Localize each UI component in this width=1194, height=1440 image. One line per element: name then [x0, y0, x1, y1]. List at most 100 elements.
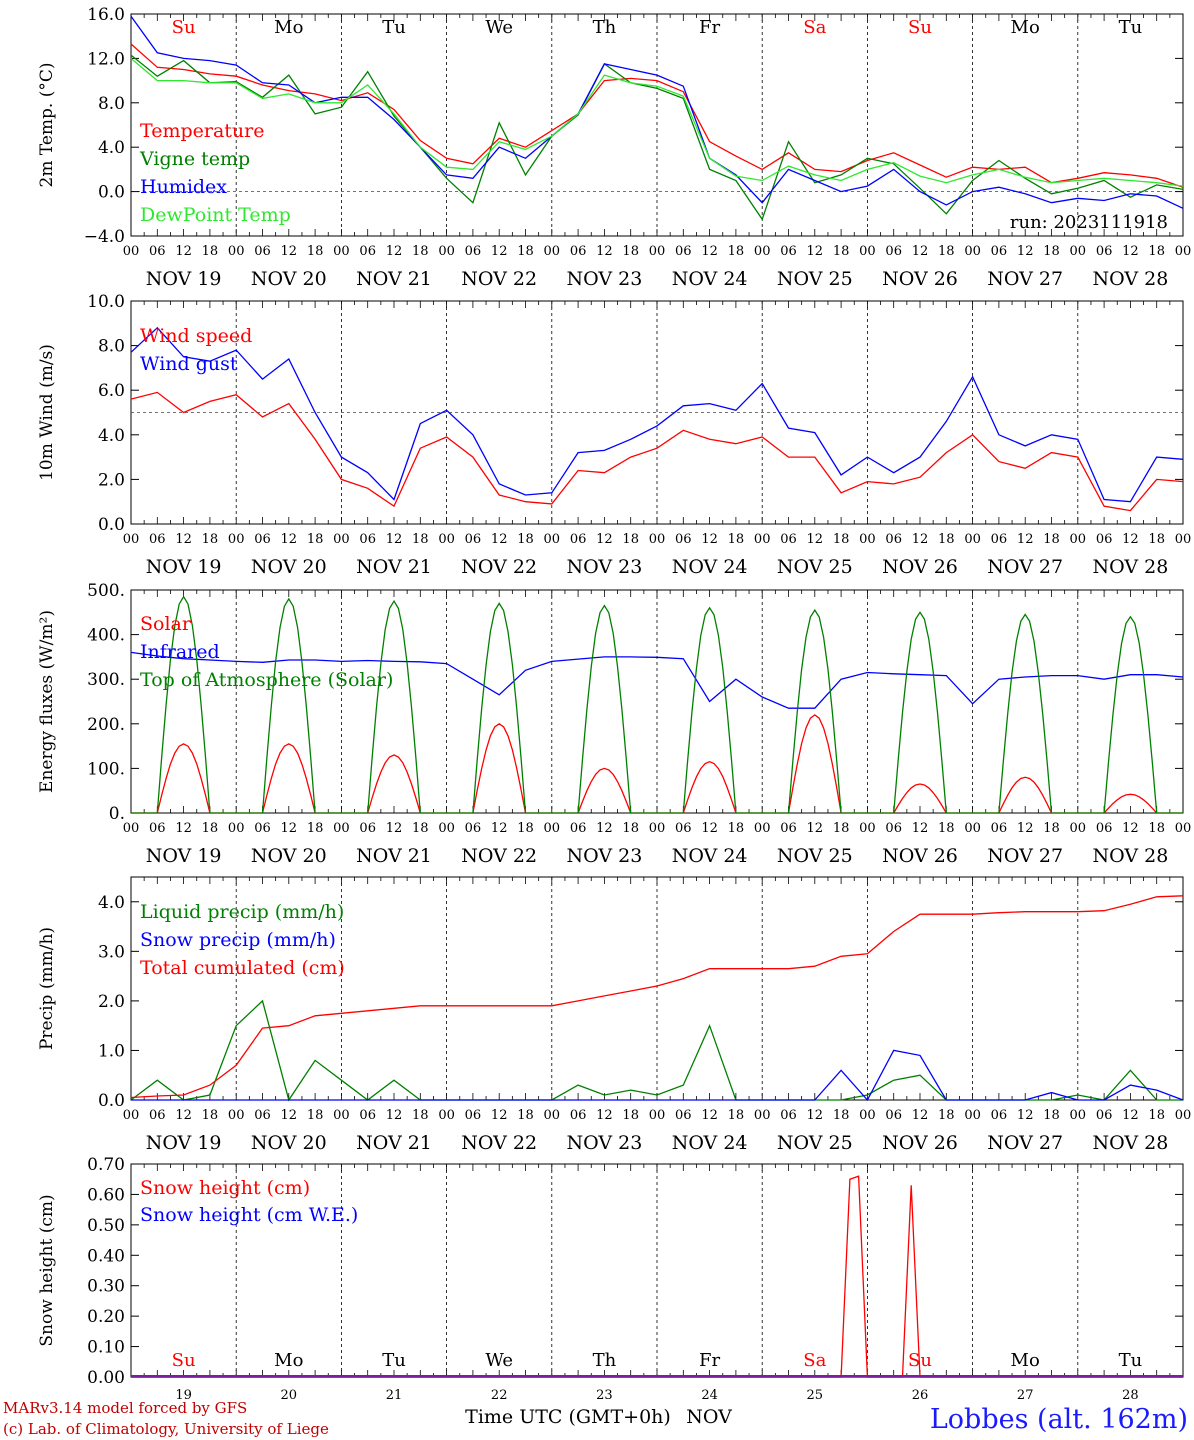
snow-day-number: 22 — [491, 1388, 508, 1403]
snow-day-number: 26 — [912, 1388, 929, 1403]
energy-legend-entry: Infrared — [140, 641, 220, 663]
weekday-label: Sa — [803, 17, 826, 38]
temp-hour-label: 18 — [307, 244, 324, 259]
temp-hour-label: 18 — [1043, 244, 1060, 259]
energy-hour-label: 06 — [675, 821, 692, 836]
temp-hour-label: 06 — [885, 244, 902, 259]
temp-series-humidex — [130, 15, 1184, 209]
precip-y-axis-label: Precip (mm/h) — [37, 927, 57, 1050]
precip-hour-label: 18 — [622, 1108, 639, 1123]
wind-hour-label: 12 — [175, 532, 192, 547]
snow-panel: 0.00 0.10 0.20 0.30 0.40 0.50 0.60 0.70 Snow hei… — [37, 1155, 1184, 1388]
wind-series-wind-gust — [130, 326, 1184, 503]
snow-y-tick-label: 0.60 — [87, 1185, 125, 1205]
energy-hour-label: 00 — [228, 821, 245, 836]
energy-hour-label: 18 — [938, 821, 955, 836]
energy-hour-label: 12 — [491, 821, 508, 836]
temp-date-label: NOV 22 — [461, 268, 537, 290]
precip-date-label: NOV 28 — [1092, 1132, 1168, 1154]
precip-y-tick-label: 0.0 — [98, 1091, 125, 1111]
wind-date-label: NOV 24 — [672, 556, 748, 578]
snow-day-number: 23 — [596, 1388, 613, 1403]
energy-date-label: NOV 19 — [146, 845, 222, 867]
energy-hour-label: 06 — [780, 821, 797, 836]
wind-hour-label: 12 — [386, 532, 403, 547]
precip-hour-label: 06 — [1096, 1108, 1113, 1123]
precip-hour-label: 12 — [1017, 1108, 1034, 1123]
weekday-label: Mo — [1011, 17, 1040, 38]
temp-y-tick-label: 4.0 — [98, 138, 125, 158]
precip-hour-label: 06 — [570, 1108, 587, 1123]
precip-date-label: NOV 21 — [356, 1132, 432, 1154]
energy-hour-label: 18 — [202, 821, 219, 836]
precip-hour-label: 06 — [780, 1108, 797, 1123]
temp-hour-label: 12 — [175, 244, 192, 259]
energy-hour-label: 06 — [149, 821, 166, 836]
wind-hour-label: 06 — [885, 532, 902, 547]
precip-hour-label: 12 — [912, 1108, 929, 1123]
energy-frame — [130, 589, 1184, 814]
energy-hour-label: 00 — [754, 821, 771, 836]
run-label: run: 2023111918 — [1010, 212, 1168, 233]
precip-hour-label: 18 — [307, 1108, 324, 1123]
precip-date-label: NOV 20 — [251, 1132, 327, 1154]
wind-hour-label: 06 — [780, 532, 797, 547]
temp-hour-label: 00 — [754, 244, 771, 259]
precip-date-label: NOV 22 — [461, 1132, 537, 1154]
precip-hour-label: 00 — [754, 1108, 771, 1123]
temp-series-temperature — [130, 43, 1184, 188]
wind-hour-label: 12 — [701, 532, 718, 547]
wind-hour-label: 00 — [228, 532, 245, 547]
precip-y-tick-label: 2.0 — [98, 992, 125, 1012]
station-label: Lobbes (alt. 162m) — [930, 1404, 1188, 1435]
snow-weekday-label: Su — [908, 1350, 932, 1371]
snow-legend-entry: Snow height (cm W.E.) — [140, 1204, 358, 1226]
temp-hour-label: 00 — [1070, 244, 1087, 259]
precip-hour-label: 06 — [149, 1108, 166, 1123]
footer-lab-credit: (c) Lab. of Climatology, University of L… — [3, 1420, 329, 1438]
temp-hour-label: 00 — [1175, 244, 1192, 259]
precip-hour-label: 06 — [254, 1108, 271, 1123]
snow-day-number: 19 — [175, 1388, 192, 1403]
snow-y-tick-label: 0.00 — [87, 1368, 125, 1388]
wind-date-label: NOV 21 — [356, 556, 432, 578]
temp-legend-entry: DewPoint Temp — [140, 204, 291, 226]
snow-y-tick-label: 0.30 — [87, 1277, 125, 1297]
wind-y-tick-label: 10.0 — [87, 292, 125, 312]
wind-y-tick-label: 6.0 — [98, 381, 125, 401]
wind-date-label: NOV 25 — [777, 556, 853, 578]
temp-legend-entry: Vigne temp — [139, 148, 250, 170]
temp-hour-label: 18 — [728, 244, 745, 259]
snow-day-number: 25 — [807, 1388, 824, 1403]
energy-y-tick-label: 400. — [87, 626, 125, 646]
energy-date-label: NOV 21 — [356, 845, 432, 867]
snow-y-tick-label: 0.40 — [87, 1246, 125, 1266]
temp-series-dewpoint-temp — [130, 57, 1184, 187]
temp-date-label: NOV 23 — [566, 268, 642, 290]
wind-date-label: NOV 26 — [882, 556, 958, 578]
wind-hour-label: 12 — [912, 532, 929, 547]
temp-hour-label: 00 — [228, 244, 245, 259]
precip-hour-label: 18 — [938, 1108, 955, 1123]
snow-weekday-label: Fr — [699, 1350, 720, 1371]
energy-hour-label: 12 — [1017, 821, 1034, 836]
temp-y-tick-label: 0.0 — [98, 183, 125, 203]
temp-hour-label: 12 — [701, 244, 718, 259]
energy-hour-label: 00 — [1175, 821, 1192, 836]
energy-series-top-of-atmosphere-solar- — [131, 595, 1183, 814]
temp-hour-label: 06 — [149, 244, 166, 259]
wind-hour-label: 00 — [438, 532, 455, 547]
temp-hour-label: 12 — [596, 244, 613, 259]
temp-hour-label: 00 — [438, 244, 455, 259]
energy-hour-label: 18 — [622, 821, 639, 836]
precip-panel: 0.0 1.0 2.0 3.0 4.0 Precip (mm/h) 00 06 12 18 NOV … — [37, 876, 1191, 1154]
energy-hour-label: 18 — [728, 821, 745, 836]
wind-hour-label: 00 — [754, 532, 771, 547]
temp-hour-label: 12 — [281, 244, 298, 259]
snow-y-tick-label: 0.20 — [87, 1307, 125, 1327]
weekday-label: Su — [172, 17, 196, 38]
snow-weekday-label: Sa — [803, 1350, 826, 1371]
wind-hour-label: 00 — [123, 532, 140, 547]
temp-hour-label: 06 — [465, 244, 482, 259]
